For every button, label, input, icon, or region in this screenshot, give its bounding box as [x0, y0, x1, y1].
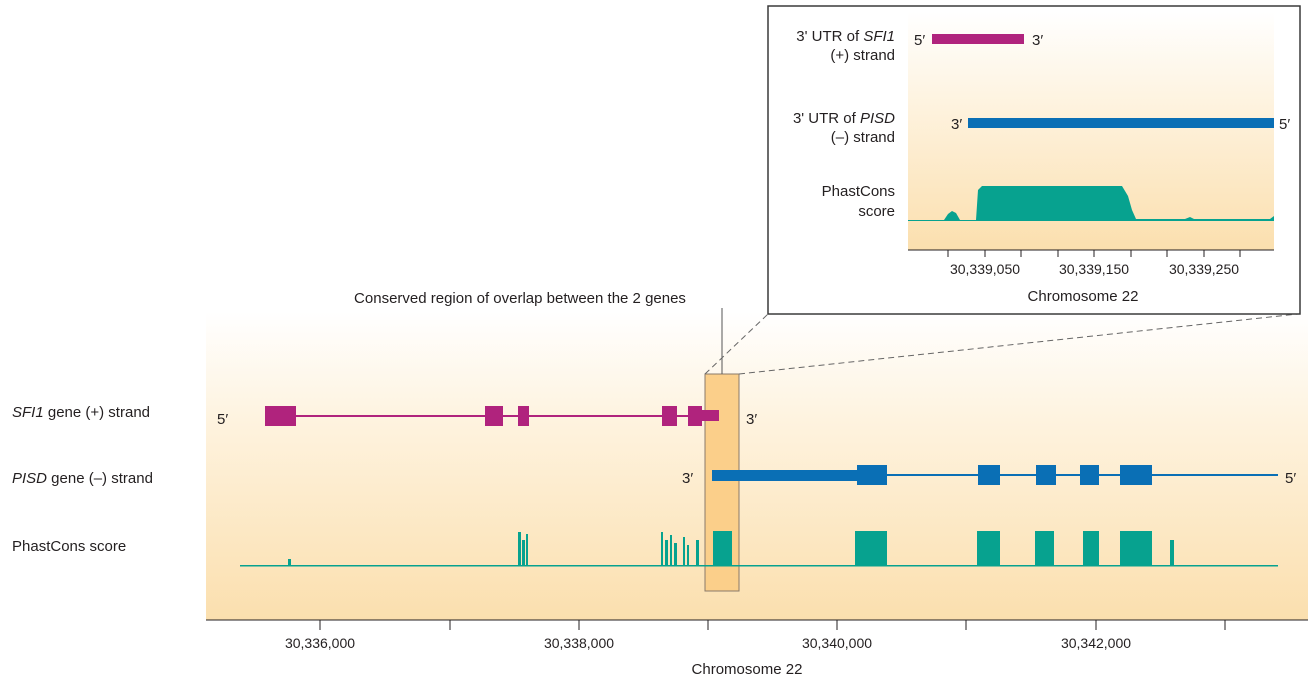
inset-x-tick-label: 30,339,250 — [1169, 261, 1239, 277]
callout-text: Conserved region of overlap between the … — [354, 290, 686, 307]
phastcons-peak — [713, 531, 732, 566]
sfi1-gene-track — [265, 406, 719, 426]
pisd-five-prime: 5′ — [1285, 470, 1296, 487]
phastcons-peak — [855, 531, 887, 566]
inset-label-pisd-prefix: 3' UTR of — [793, 110, 860, 127]
sfi1-three-prime: 3′ — [746, 411, 757, 428]
phastcons-peak — [1083, 531, 1099, 566]
row-label-phastcons-rest: PhastCons score — [12, 538, 126, 555]
main-x-tick-label: 30,336,000 — [285, 635, 355, 651]
row-label-sfi1-gene: SFI1 — [12, 404, 44, 421]
inset-pisd-three-prime: 3′ — [951, 116, 962, 133]
inset-label-pisd-gene: PISD — [860, 110, 895, 127]
inset-sfi1-three-prime: 3′ — [1032, 32, 1043, 49]
inset-pisd-utr-bar — [968, 118, 1274, 128]
inset-x-axis-label: Chromosome 22 — [1028, 288, 1139, 305]
phastcons-peak — [683, 537, 685, 566]
sfi1-exon — [265, 406, 296, 426]
phastcons-peak — [1035, 531, 1054, 566]
sfi1-utr — [702, 410, 719, 421]
pisd-exon — [857, 465, 887, 485]
sfi1-five-prime: 5′ — [217, 411, 228, 428]
inset-sfi1-utr-bar — [932, 34, 1024, 44]
pisd-exon — [978, 465, 1000, 485]
phastcons-peak — [526, 534, 528, 566]
phastcons-peak — [687, 545, 689, 566]
phastcons-peak — [661, 532, 663, 566]
sfi1-exon — [688, 406, 702, 426]
main-x-tick-label: 30,342,000 — [1061, 635, 1131, 651]
inset-sfi1-five-prime: 5′ — [914, 32, 925, 49]
zoom-line-right — [738, 313, 1299, 375]
row-label-sfi1-rest: gene (+) strand — [44, 404, 150, 421]
sfi1-exon — [518, 406, 529, 426]
pisd-utr — [712, 470, 858, 481]
phastcons-peak — [674, 543, 677, 566]
inset-label-sfi1-prefix: 3' UTR of — [796, 28, 863, 45]
inset-x-tick-label: 30,339,050 — [950, 261, 1020, 277]
main-x-tick-label: 30,340,000 — [802, 635, 872, 651]
inset-pisd-five-prime: 5′ — [1279, 116, 1290, 133]
inset-label-pisd: 3' UTR of PISD — [793, 110, 895, 127]
phastcons-peak — [1120, 531, 1152, 566]
sfi1-exon — [485, 406, 503, 426]
sfi1-exon — [662, 406, 677, 426]
phastcons-peak — [288, 559, 291, 566]
inset-label-sfi1-gene: SFI1 — [863, 28, 895, 45]
phastcons-peak — [977, 531, 1000, 566]
row-label-pisd: PISD gene (–) strand — [12, 470, 153, 487]
pisd-three-prime: 3′ — [682, 470, 693, 487]
phastcons-peak — [522, 540, 525, 566]
phastcons-track — [240, 531, 1278, 567]
row-label-pisd-rest: gene (–) strand — [47, 470, 153, 487]
phastcons-peak — [665, 540, 668, 566]
inset-phastcons-area — [908, 186, 1274, 221]
pisd-exon — [1080, 465, 1099, 485]
pisd-exon — [1036, 465, 1056, 485]
phastcons-peak — [696, 540, 699, 566]
row-label-sfi1: SFI1 gene (+) strand — [12, 404, 150, 421]
inset-label-sfi1-strand: (+) strand — [830, 47, 895, 64]
inset-label-phastcons: PhastCons — [822, 183, 895, 200]
phastcons-peak — [518, 532, 521, 566]
phastcons-peak — [1170, 540, 1174, 566]
inset-x-axis — [908, 249, 1274, 257]
row-label-phastcons: PhastCons score — [12, 538, 126, 555]
inset-label-sfi1: 3' UTR of SFI1 — [796, 28, 895, 45]
main-x-axis-label: Chromosome 22 — [692, 661, 803, 678]
phastcons-peak — [670, 535, 672, 566]
row-label-pisd-gene: PISD — [12, 470, 47, 487]
inset-label-pisd-strand: (–) strand — [831, 129, 895, 146]
pisd-gene-track — [712, 465, 1278, 485]
main-x-tick-label: 30,338,000 — [544, 635, 614, 651]
zoom-line-left — [704, 313, 769, 375]
pisd-exon — [1120, 465, 1152, 485]
inset-label-phastcons-score: score — [858, 203, 895, 220]
main-x-axis — [206, 619, 1308, 630]
inset-x-tick-label: 30,339,150 — [1059, 261, 1129, 277]
phastcons-baseline — [240, 565, 1278, 567]
